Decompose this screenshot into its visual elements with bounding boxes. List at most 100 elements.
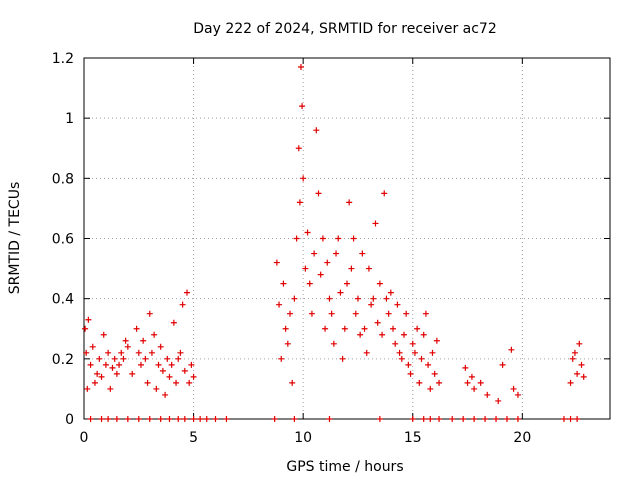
data-point [508, 346, 515, 353]
data-point [354, 295, 361, 302]
x-tick-label: 5 [189, 430, 198, 446]
data-point [111, 355, 118, 362]
data-point [514, 391, 521, 398]
data-point [403, 310, 410, 317]
x-tick-label: 10 [294, 430, 312, 446]
data-point [113, 416, 120, 422]
data-point [471, 385, 478, 392]
data-point [374, 319, 381, 326]
data-point [140, 337, 147, 344]
data-point [580, 373, 587, 380]
data-point [499, 361, 506, 368]
data-point [133, 325, 140, 332]
data-point [405, 361, 412, 368]
data-point [308, 310, 315, 317]
data-point [89, 343, 96, 350]
data-point [341, 325, 348, 332]
data-point [324, 259, 331, 266]
data-point [311, 250, 318, 257]
data-point [407, 370, 414, 377]
data-point [297, 64, 304, 71]
data-point [148, 349, 155, 356]
data-point [368, 301, 375, 308]
data-point [383, 295, 390, 302]
data-point [381, 190, 388, 197]
data-point [398, 355, 405, 362]
data-point [379, 331, 386, 338]
data-point [181, 367, 188, 374]
plot-frame [83, 57, 611, 420]
data-point [273, 259, 280, 266]
x-tick-label: 15 [404, 430, 422, 446]
data-point [159, 367, 166, 374]
data-point [287, 310, 294, 317]
data-point [137, 361, 144, 368]
data-point [177, 349, 184, 356]
data-point [223, 416, 230, 422]
data-point [278, 355, 285, 362]
data-point [295, 145, 302, 152]
data-point [98, 373, 105, 380]
data-point [175, 355, 182, 362]
data-point [433, 337, 440, 344]
data-point [317, 271, 324, 278]
y-tick-label: 0.8 [52, 171, 74, 187]
data-point [387, 289, 394, 296]
data-point [135, 349, 142, 356]
data-point [173, 379, 180, 386]
data-point [339, 355, 346, 362]
data-point [409, 340, 416, 347]
data-point [276, 301, 283, 308]
data-point [124, 416, 131, 422]
data-point [166, 373, 173, 380]
data-point [411, 349, 418, 356]
data-point [449, 416, 456, 422]
data-point [289, 379, 296, 386]
data-point [462, 364, 469, 371]
data-point [313, 127, 320, 134]
data-point [315, 190, 322, 197]
data-point [335, 235, 342, 242]
axis-ticks: 0 0.2 0.4 0.6 0.8 1 1.2 0 5 10 15 20 [52, 51, 610, 446]
data-point [186, 379, 193, 386]
data-point [135, 416, 142, 422]
data-point [157, 416, 164, 422]
data-point [326, 416, 333, 422]
data-point [468, 373, 475, 380]
data-point [302, 265, 309, 272]
data-point [98, 416, 105, 422]
data-point [333, 250, 340, 257]
data-point [418, 355, 425, 362]
data-point [82, 325, 89, 332]
data-point [293, 235, 300, 242]
data-point [203, 416, 210, 422]
data-point [170, 319, 177, 326]
data-point [361, 325, 368, 332]
data-point [155, 361, 162, 368]
data-point [181, 416, 188, 422]
data-point [118, 349, 125, 356]
data-point [184, 289, 191, 296]
data-point [348, 265, 355, 272]
data-point [460, 416, 467, 422]
data-point [107, 385, 114, 392]
data-point [124, 343, 131, 350]
x-axis-label: GPS time / hours [286, 459, 403, 475]
data-point [157, 343, 164, 350]
data-point [105, 416, 112, 422]
data-point [390, 325, 397, 332]
data-point [94, 370, 101, 377]
data-point [359, 250, 366, 257]
data-point [350, 235, 357, 242]
data-point [188, 361, 195, 368]
data-point [120, 355, 127, 362]
data-point [425, 361, 432, 368]
data-point [144, 379, 151, 386]
data-point [212, 416, 219, 422]
data-point [495, 397, 502, 404]
chart-title: Day 222 of 2024, SRMTID for receiver ac7… [193, 21, 497, 37]
data-point [363, 349, 370, 356]
data-point [357, 331, 364, 338]
data-point [484, 391, 491, 398]
data-point [304, 229, 311, 236]
